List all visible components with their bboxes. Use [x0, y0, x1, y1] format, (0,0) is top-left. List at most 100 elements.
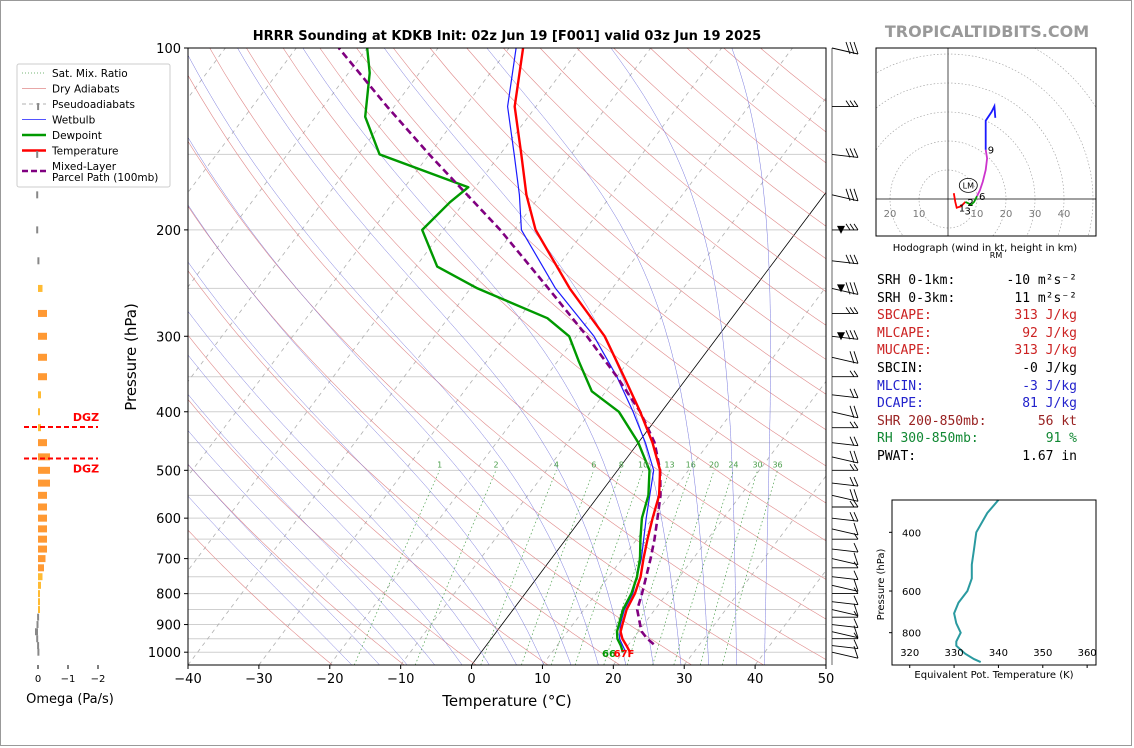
skewt-plot-area — [188, 48, 826, 665]
theta-e-y-label: Pressure (hPa) — [876, 549, 887, 621]
omega-bar — [38, 581, 41, 589]
stat-label: SRH 0-1km: — [877, 273, 956, 288]
dry-adiabat — [188, 463, 405, 665]
stat-row: PWAT: 1.67 in — [877, 449, 1087, 464]
hodograph-trace — [984, 102, 997, 150]
chart-title: HRRR Sounding at KDKB Init: 02z Jun 19 [… — [253, 29, 761, 44]
stat-value: -3 J/kg — [1022, 378, 1077, 394]
stat-row: RH 300-850mb: 91 % — [877, 431, 1087, 446]
omega-bar — [38, 545, 47, 553]
mixing-ratio-line — [414, 470, 497, 665]
isotherm-line — [188, 48, 368, 288]
mixing-ratio-label: 8 — [619, 460, 624, 469]
omega-bar — [36, 621, 39, 629]
wind-barb — [831, 522, 859, 536]
x-tick-label: −20 — [316, 672, 343, 687]
omega-bar — [38, 535, 47, 543]
theta-e-x-tick-label: 360 — [1078, 648, 1097, 659]
mixing-ratio-label: 10 — [638, 460, 648, 469]
omega-bar — [36, 191, 39, 199]
hodograph-caption: Hodograph (wind in kt, height in km) — [893, 243, 1078, 254]
theta-e-frame — [891, 499, 1097, 666]
surface-dewpoint-label: 66 — [602, 649, 616, 660]
y-tick-label: 1000 — [148, 646, 181, 661]
skewt-frame — [187, 47, 827, 666]
moist-adiabat — [188, 463, 380, 665]
hodograph-ring-label: 20 — [1000, 209, 1013, 220]
mixing-ratio-label: 36 — [772, 460, 782, 469]
omega-x-tick-label: 0 — [35, 674, 41, 685]
wind-barbs — [831, 41, 859, 665]
moist-adiabat — [188, 495, 352, 665]
hodograph-ring-label: 20 — [884, 209, 897, 220]
x-tick-label: −10 — [387, 672, 414, 687]
dry-adiabat — [466, 48, 826, 360]
wind-barb — [831, 639, 859, 650]
omega-bar — [38, 353, 47, 361]
legend: Sat. Mix. Ratio Dry Adiabats Pseudoadiabat… — [16, 63, 171, 188]
isotherm-line — [542, 286, 826, 665]
mixing-ratio-label: 6 — [591, 460, 596, 469]
dry-adiabat — [319, 48, 826, 504]
stat-row: MUCAPE: 313 J/kg — [877, 343, 1087, 358]
wind-barb — [831, 330, 859, 341]
omega-bar — [38, 373, 47, 381]
omega-bar — [38, 564, 44, 572]
hodograph-height-label: 9 — [988, 146, 994, 157]
stat-value: 313 J/kg — [1014, 343, 1077, 359]
stat-value: 313 J/kg — [1014, 308, 1077, 324]
stat-value: -0 J/kg — [1022, 361, 1077, 376]
hodograph-frame — [875, 47, 1097, 237]
mixing-ratio-label: 30 — [752, 460, 762, 469]
omega-bar — [38, 491, 47, 499]
mixing-ratio-line — [699, 470, 758, 665]
x-tick-label: 40 — [747, 672, 764, 687]
dry-adiabat — [246, 48, 826, 580]
moist-adiabat — [188, 393, 435, 665]
omega-bar — [38, 573, 43, 581]
theta-e-x-tick-label: 350 — [1033, 648, 1052, 659]
legend-label: Dry Adiabats — [52, 84, 120, 96]
wind-barb — [831, 595, 859, 606]
rm-label: RM — [990, 251, 1003, 260]
wind-barb — [831, 570, 859, 581]
stat-label: DCAPE: — [877, 396, 924, 412]
isotherm-line — [471, 191, 826, 665]
moist-adiabat — [188, 430, 408, 665]
mixing-ratio-line — [550, 470, 622, 665]
omega-bar — [38, 309, 47, 317]
wind-barb — [832, 561, 859, 569]
moist-adiabat — [302, 48, 654, 665]
omega-bar — [37, 103, 40, 111]
dry-adiabat — [429, 48, 826, 395]
dry-adiabat — [356, 48, 826, 467]
y-tick-label: 400 — [156, 406, 181, 421]
omega-bar — [38, 439, 47, 447]
omega-x-tick-label: −1 — [61, 674, 76, 685]
omega-bar — [37, 257, 40, 265]
surface-temperature-label: 67F — [614, 649, 635, 660]
stat-row: SRH 0-1km: -10 m²s⁻² — [877, 273, 1087, 288]
wind-barb — [832, 100, 859, 108]
legend-label: Parcel Path (100mb) — [52, 172, 158, 184]
isotherm-line — [188, 48, 439, 383]
stat-label: MLCAPE: — [877, 325, 932, 341]
dry-adiabat — [188, 74, 826, 660]
isotherm-line — [188, 48, 652, 665]
omega-bar — [38, 284, 43, 292]
theta-e-y-tick-label: 600 — [902, 587, 921, 598]
omega-bar — [38, 590, 40, 598]
hodograph-height-label: 3 — [965, 207, 971, 218]
mixing-ratio-line — [480, 470, 557, 665]
stat-label: PWAT: — [877, 449, 917, 464]
omega-bar — [35, 628, 38, 636]
legend-box — [16, 63, 171, 188]
mixing-ratio-line — [521, 470, 595, 665]
mixing-ratio-line — [652, 470, 715, 665]
wind-barb — [831, 405, 859, 419]
mixing-ratio-label: 20 — [709, 460, 719, 469]
omega-bar — [38, 453, 50, 461]
moist-adiabat — [188, 204, 545, 665]
isotherm-line — [188, 48, 297, 194]
